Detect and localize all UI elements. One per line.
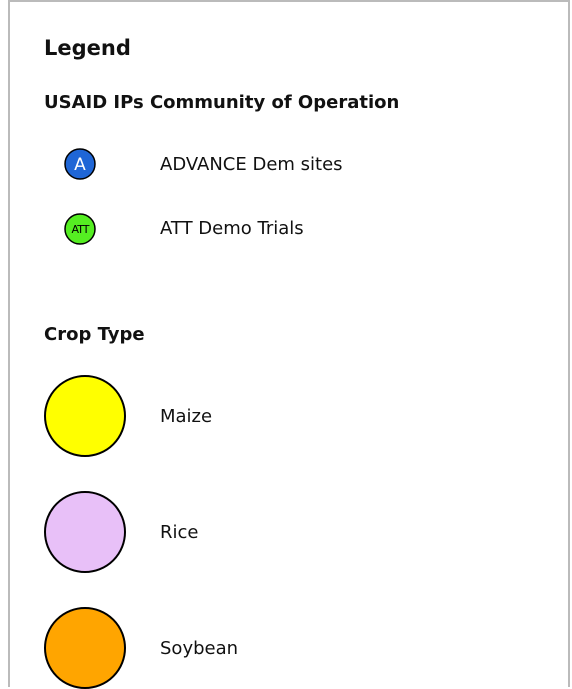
soybean-symbol [44,607,126,689]
advance-symbol [64,148,96,180]
att-symbol [64,213,96,245]
item-label: ATT Demo Trials [160,218,304,239]
item-label: ADVANCE Dem sites [160,154,343,175]
legend-panel: Legend USAID IPs Community of Operation … [8,0,570,689]
item-label: Maize [160,406,213,427]
advance-icon: A [74,155,86,175]
att-icon: ATT [72,223,90,236]
rice-symbol [44,491,126,573]
legend-title: Legend [44,36,131,60]
section-title: USAID IPs Community of Operation [44,92,400,113]
item-label: Soybean [160,638,239,659]
symbols: A ATT [44,148,126,689]
section-title: Crop Type [44,324,145,345]
item-label: Rice [160,522,199,543]
maize-symbol [44,375,126,457]
